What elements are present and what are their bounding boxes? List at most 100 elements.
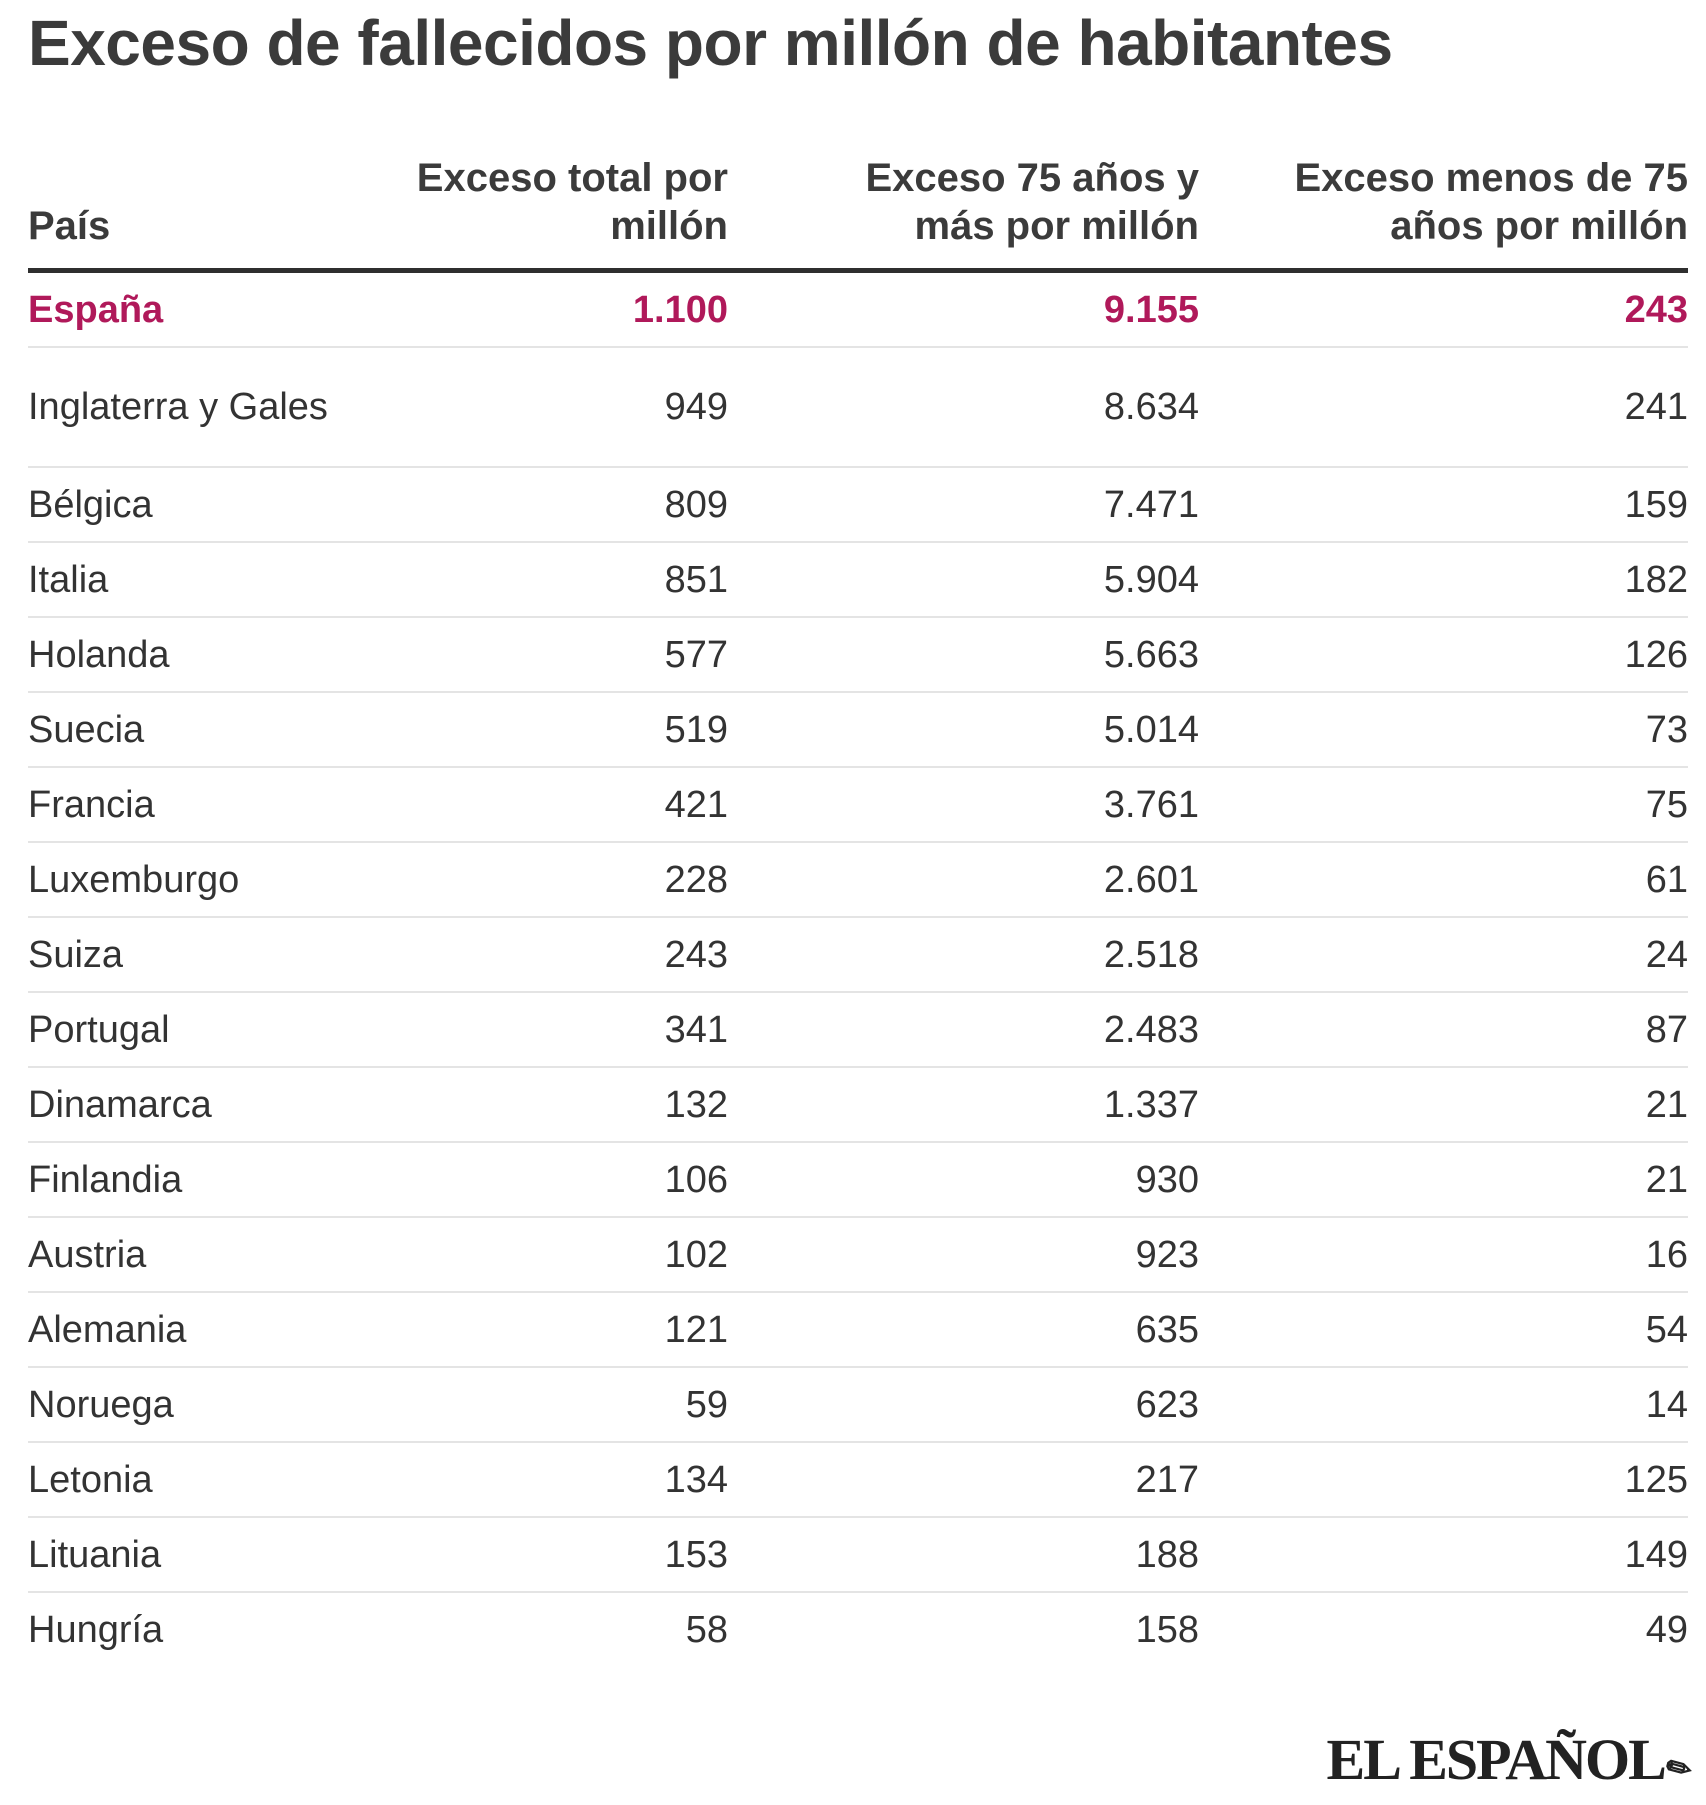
cell-exceso-menos-75: 14 [1645,1383,1688,1426]
cell-exceso-75-y-mas: 9.155 [1103,288,1199,331]
table-row: Alemania 121 635 54 [28,1293,1688,1368]
cell-pais: Suiza [28,933,124,976]
cell-exceso-menos-75: 241 [1624,386,1688,428]
cell-exceso-75-y-mas: 623 [1135,1383,1199,1426]
cell-exceso-menos-75: 21 [1645,1158,1688,1201]
cell-exceso-total: 949 [664,386,728,428]
cell-exceso-total: 59 [685,1383,728,1426]
cell-pais: Hungría [28,1608,164,1651]
cell-exceso-75-y-mas: 188 [1135,1533,1199,1576]
cell-pais: Austria [28,1233,147,1276]
cell-exceso-menos-75: 125 [1624,1458,1688,1501]
cell-exceso-75-y-mas: 2.483 [1103,1008,1199,1051]
table-row: Portugal 341 2.483 87 [28,993,1688,1068]
cell-exceso-75-y-mas: 7.471 [1103,483,1199,526]
cell-pais: Alemania [28,1308,187,1351]
cell-exceso-menos-75: 75 [1645,783,1688,826]
cell-exceso-total: 58 [685,1608,728,1651]
table-row: Italia 851 5.904 182 [28,543,1688,618]
cell-exceso-menos-75: 159 [1624,483,1688,526]
cell-exceso-75-y-mas: 217 [1135,1458,1199,1501]
cell-exceso-menos-75: 24 [1645,933,1688,976]
cell-exceso-total: 228 [664,858,728,901]
cell-exceso-total: 851 [664,558,728,601]
cell-exceso-75-y-mas: 923 [1135,1233,1199,1276]
table-row: Suecia 519 5.014 73 [28,693,1688,768]
table-row: Bélgica 809 7.471 159 [28,468,1688,543]
table-row: España 1.100 9.155 243 [28,273,1688,348]
chart-title: Exceso de fallecidos por millón de habit… [28,7,1393,79]
cell-exceso-menos-75: 182 [1624,558,1688,601]
cell-pais: Bélgica [28,483,153,526]
cell-exceso-total: 106 [664,1158,728,1201]
cell-exceso-75-y-mas: 3.761 [1103,783,1199,826]
cell-exceso-total: 809 [664,483,728,526]
cell-exceso-menos-75: 16 [1645,1233,1688,1276]
table-row: Finlandia 106 930 21 [28,1143,1688,1218]
cell-exceso-total: 102 [664,1233,728,1276]
table-row: Hungría 58 158 49 [28,1593,1688,1666]
logo-mark-icon: ✎ [1660,1749,1697,1790]
cell-exceso-menos-75: 54 [1645,1308,1688,1351]
cell-exceso-menos-75: 87 [1645,1008,1688,1051]
cell-exceso-total: 243 [664,933,728,976]
cell-exceso-menos-75: 149 [1624,1533,1688,1576]
table-row: Letonia 134 217 125 [28,1443,1688,1518]
table-row: Suiza 243 2.518 24 [28,918,1688,993]
cell-exceso-menos-75: 126 [1624,633,1688,676]
cell-exceso-total: 134 [664,1458,728,1501]
table-row: Lituania 153 188 149 [28,1518,1688,1593]
cell-exceso-75-y-mas: 2.518 [1103,933,1199,976]
cell-exceso-menos-75: 49 [1645,1608,1688,1651]
table-body: España 1.100 9.155 243 Inglaterra y Gales 949… [28,273,1688,1666]
cell-pais: Holanda [28,633,170,676]
cell-exceso-75-y-mas: 635 [1135,1308,1199,1351]
cell-pais: Lituania [28,1533,162,1576]
cell-exceso-75-y-mas: 5.014 [1103,708,1199,751]
table-row: Luxemburgo 228 2.601 61 [28,843,1688,918]
cell-exceso-total: 132 [664,1083,728,1126]
cell-pais: Italia [28,558,109,601]
table-row: Austria 102 923 16 [28,1218,1688,1293]
cell-exceso-menos-75: 73 [1645,708,1688,751]
cell-exceso-menos-75: 21 [1645,1083,1688,1126]
column-header-pais: País [28,204,111,248]
cell-pais: Letonia [28,1458,153,1501]
cell-pais: Noruega [28,1383,174,1426]
cell-exceso-total: 577 [664,633,728,676]
table-row: Inglaterra y Gales 949 8.634 241 [28,348,1688,468]
table-row: Noruega 59 623 14 [28,1368,1688,1443]
cell-exceso-total: 341 [664,1008,728,1051]
cell-exceso-75-y-mas: 930 [1135,1158,1199,1201]
table-header: País Exceso total por millón Exceso 75 a… [28,150,1688,273]
cell-exceso-total: 519 [664,708,728,751]
cell-exceso-menos-75: 243 [1624,288,1688,331]
column-header-exceso-total: Exceso total por millón [416,156,728,248]
cell-exceso-total: 1.100 [632,288,728,331]
cell-exceso-75-y-mas: 8.634 [1103,386,1199,428]
cell-pais: Finlandia [28,1158,183,1201]
cell-exceso-total: 153 [664,1533,728,1576]
cell-pais: Dinamarca [28,1083,212,1126]
data-table: País Exceso total por millón Exceso 75 a… [28,150,1688,1666]
table-row: Dinamarca 132 1.337 21 [28,1068,1688,1143]
cell-exceso-total: 421 [664,783,728,826]
cell-exceso-75-y-mas: 158 [1135,1608,1199,1651]
cell-pais: Luxemburgo [28,858,240,901]
table-row: Holanda 577 5.663 126 [28,618,1688,693]
cell-exceso-75-y-mas: 5.904 [1103,558,1199,601]
cell-pais: Inglaterra y Gales [28,386,328,428]
cell-pais: Francia [28,783,155,826]
cell-pais: Suecia [28,708,145,751]
column-header-exceso-75-y-mas: Exceso 75 años y más por millón [865,156,1199,248]
cell-exceso-75-y-mas: 2.601 [1103,858,1199,901]
cell-exceso-75-y-mas: 1.337 [1103,1083,1199,1126]
cell-pais: España [28,288,164,331]
column-header-exceso-menos-75: Exceso menos de 75 años por millón [1294,156,1688,248]
logo-text: EL ESPAÑOL [1326,1727,1667,1792]
cell-pais: Portugal [28,1008,170,1051]
table-row: Francia 421 3.761 75 [28,768,1688,843]
cell-exceso-75-y-mas: 5.663 [1103,633,1199,676]
el-espanol-logo: EL ESPAÑOL✎ [1326,1726,1697,1793]
cell-exceso-menos-75: 61 [1645,858,1688,901]
